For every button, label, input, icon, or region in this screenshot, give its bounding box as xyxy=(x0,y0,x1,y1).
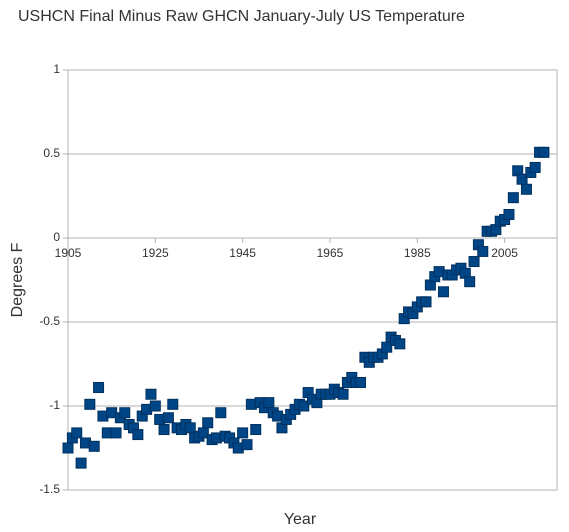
x-tick-label: 2005 xyxy=(491,246,518,260)
point xyxy=(507,192,519,204)
point xyxy=(88,440,100,452)
point xyxy=(420,296,432,308)
point xyxy=(529,161,541,173)
point xyxy=(149,400,161,412)
point xyxy=(337,388,349,400)
point xyxy=(477,245,489,257)
point xyxy=(110,427,122,439)
point xyxy=(241,439,253,451)
point xyxy=(93,382,105,394)
point xyxy=(468,256,480,268)
x-axis-label: Year xyxy=(284,511,317,528)
y-tick-label: 1 xyxy=(53,62,60,76)
point xyxy=(132,429,144,441)
chart-title: USHCN Final Minus Raw GHCN January-July … xyxy=(18,8,465,25)
point xyxy=(84,398,96,410)
y-tick-label: 0 xyxy=(53,230,60,244)
x-tick-label: 1925 xyxy=(142,246,169,260)
point xyxy=(437,286,449,298)
point xyxy=(215,407,227,419)
point xyxy=(503,208,515,220)
point xyxy=(355,376,367,388)
y-tick-label: -1.5 xyxy=(39,482,60,496)
point xyxy=(62,442,74,454)
y-tick-label: 0.5 xyxy=(43,146,60,160)
x-tick-label: 1945 xyxy=(229,246,256,260)
y-tick-label: -1 xyxy=(49,398,60,412)
point xyxy=(145,388,157,400)
x-tick-label: 1985 xyxy=(404,246,431,260)
point xyxy=(250,424,262,436)
point xyxy=(237,427,249,439)
point xyxy=(394,338,406,350)
point xyxy=(75,457,87,469)
point xyxy=(538,146,550,158)
point xyxy=(263,397,275,409)
point xyxy=(464,276,476,288)
point xyxy=(202,417,214,429)
point xyxy=(158,424,170,436)
point xyxy=(167,398,179,410)
point xyxy=(520,183,532,195)
y-axis-label: Degrees F xyxy=(9,242,26,317)
point xyxy=(162,412,174,424)
y-tick-label: -0.5 xyxy=(39,314,60,328)
x-tick-label: 1965 xyxy=(317,246,344,260)
point xyxy=(71,427,83,439)
point xyxy=(298,400,310,412)
point xyxy=(119,407,131,419)
x-tick-label: 1905 xyxy=(55,246,82,260)
plot-area xyxy=(67,69,558,491)
